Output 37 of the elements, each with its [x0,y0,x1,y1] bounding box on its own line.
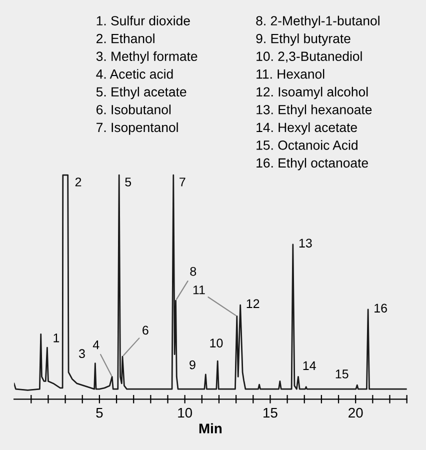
text: 1. Sulfur dioxide [96,16,190,26]
annotation: 5 [125,178,132,186]
annotation: 1 [54,334,60,342]
text: 7. Isopentanol [96,122,178,135]
annotation: 4 [92,340,100,350]
text: 6. Isobutanol [96,104,171,114]
text: 4. Acetic acid [96,69,173,79]
text: 10. 2,3-Butanediol [256,51,362,63]
annotation: 16 [374,304,387,313]
text: 2. Ethanol [96,34,154,44]
annotation: 13 [299,238,312,248]
annotation: 6 [142,326,148,335]
text: 15. Octanoic Acid [256,140,358,150]
text: 8. 2-Methyl-1-butanol [256,16,380,28]
text: 5. Ethyl acetate [96,86,186,100]
annotation: 2 [75,178,82,186]
annotation: 14 [303,361,316,370]
text: 9. Ethyl butyrate [256,34,350,46]
text: 3. Methyl formate [96,51,198,64]
annotation: 10 [210,338,223,348]
text: 16. Ethyl octanoate [256,158,368,170]
x-tick-label: 15 [264,408,278,418]
annotation: 12 [246,299,260,308]
annotation: 9 [190,360,196,370]
text: 11. Hexanol [256,69,324,79]
x-tick-label: 10 [178,408,192,418]
text: 12. Isoamyl alcohol [256,86,368,100]
annotation: 8 [190,266,196,276]
x-tick-label: 5 [96,408,103,418]
x-axis-title: Min [199,423,222,434]
annotation: 11 [193,286,205,294]
annotation: 7 [180,178,186,186]
text: 14. Hexyl acetate [256,122,357,135]
annotation: 3 [78,349,85,358]
annotation: 15 [336,370,348,378]
x-tick-label: 20 [348,408,363,418]
text: 13. Ethyl hexanoate [256,104,372,117]
